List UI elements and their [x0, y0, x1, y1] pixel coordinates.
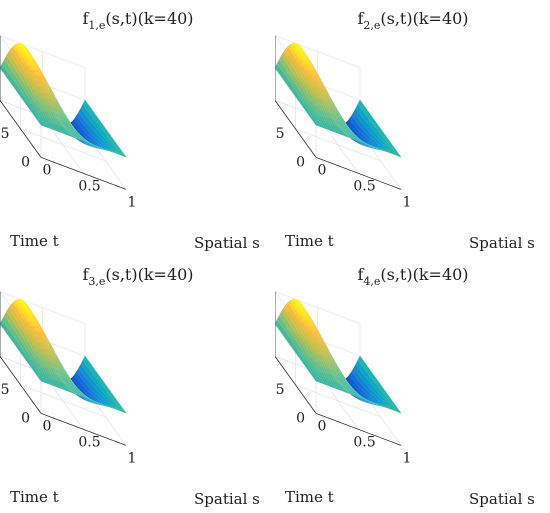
s-tick-label: 0.5 [353, 434, 375, 450]
s-tick-label: 0.5 [78, 178, 100, 194]
s-tick-label: 1 [128, 450, 137, 466]
x-axis-label: Spatial s [469, 234, 535, 252]
t-tick-label: 0.5 [0, 126, 10, 142]
s-tick-label: 0 [43, 418, 52, 434]
axis-lines [275, 291, 402, 446]
t-tick-label: 0 [296, 410, 305, 426]
x-axis-label: Spatial s [194, 234, 260, 252]
s-tick-label: 0 [318, 418, 327, 434]
s-tick-label: 0 [43, 162, 52, 178]
t-tick-label: 0 [21, 410, 30, 426]
y-axis-label: Time t [10, 232, 59, 250]
t-tick-label: 0.5 [0, 382, 10, 398]
t-tick-label: 0 [296, 154, 305, 170]
surface-mesh [275, 298, 402, 414]
y-axis-label: Time t [285, 488, 334, 506]
chart-title: f3,e(s,t)(k=40) [82, 265, 193, 288]
y-axis-label: Time t [10, 488, 59, 506]
s-tick-label: 0.5 [78, 434, 100, 450]
surface-mesh [0, 42, 127, 158]
surface-mesh [275, 42, 402, 158]
t-tick-label: 0 [21, 154, 30, 170]
chart-title: f4,e(s,t)(k=40) [357, 265, 468, 288]
surface-mesh [0, 298, 127, 414]
t-tick-label: 0.5 [275, 126, 285, 142]
s-tick-label: 1 [403, 194, 412, 210]
axis-lines [275, 35, 402, 190]
s-tick-label: 0.5 [353, 178, 375, 194]
t-tick-label: 0.5 [275, 382, 285, 398]
y-axis-label: Time t [285, 232, 334, 250]
x-axis-label: Spatial s [469, 490, 535, 508]
axis-lines [0, 291, 127, 446]
s-tick-label: 1 [403, 450, 412, 466]
axis-lines [0, 35, 127, 190]
s-tick-label: 0 [318, 162, 327, 178]
x-axis-label: Spatial s [194, 490, 260, 508]
chart-title: f1,e(s,t)(k=40) [82, 9, 193, 32]
s-tick-label: 1 [128, 194, 137, 210]
chart-title: f2,e(s,t)(k=40) [357, 9, 468, 32]
